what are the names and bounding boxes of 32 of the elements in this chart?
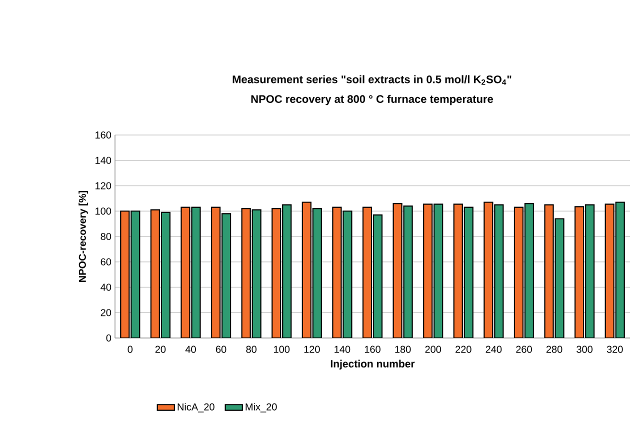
- legend-label: NicA_20: [178, 403, 214, 412]
- y-tick-label: 20: [100, 309, 112, 316]
- x-tick-label: 0: [128, 346, 133, 353]
- x-tick-label: 120: [304, 346, 320, 353]
- x-tick-label: 60: [216, 346, 226, 353]
- x-tick-label: 300: [576, 346, 593, 353]
- y-tick-label: 160: [96, 131, 112, 139]
- y-axis-title: NPOC-recovery [%]: [78, 190, 88, 282]
- chart-title: Measurement series "soil extracts in 0.5 mol/l K$_{2}$SO$_{4}$": [232, 75, 512, 85]
- y-tick-label: 0: [106, 334, 112, 342]
- x-tick-label: 80: [246, 346, 256, 353]
- y-tick-label: 100: [96, 208, 112, 215]
- x-tick-label: 200: [425, 346, 442, 353]
- x-tick-label: 160: [364, 346, 380, 353]
- y-tick-label: 60: [100, 258, 112, 266]
- x-tick-label: 100: [274, 346, 290, 353]
- x-tick-label: 180: [395, 346, 411, 353]
- y-tick-label: 40: [100, 284, 112, 291]
- x-tick-label: 140: [334, 346, 350, 353]
- x-tick-label: 260: [516, 346, 532, 353]
- x-axis-title: Injection number: [330, 360, 415, 370]
- x-tick-label: 320: [606, 346, 623, 353]
- x-tick-label: 40: [185, 346, 196, 353]
- y-tick-label: 80: [100, 232, 112, 240]
- y-tick-label: 120: [96, 182, 112, 190]
- x-tick-label: 280: [546, 346, 562, 353]
- y-tick-label: 140: [96, 156, 112, 164]
- x-tick-label: 220: [456, 346, 472, 353]
- x-tick-label: 20: [155, 346, 166, 353]
- chart-subtitle: NPOC recovery at 800 ° C furnace temperature: [251, 94, 493, 106]
- legend-label: Mix_20: [246, 403, 277, 412]
- x-tick-label: 240: [486, 346, 502, 353]
